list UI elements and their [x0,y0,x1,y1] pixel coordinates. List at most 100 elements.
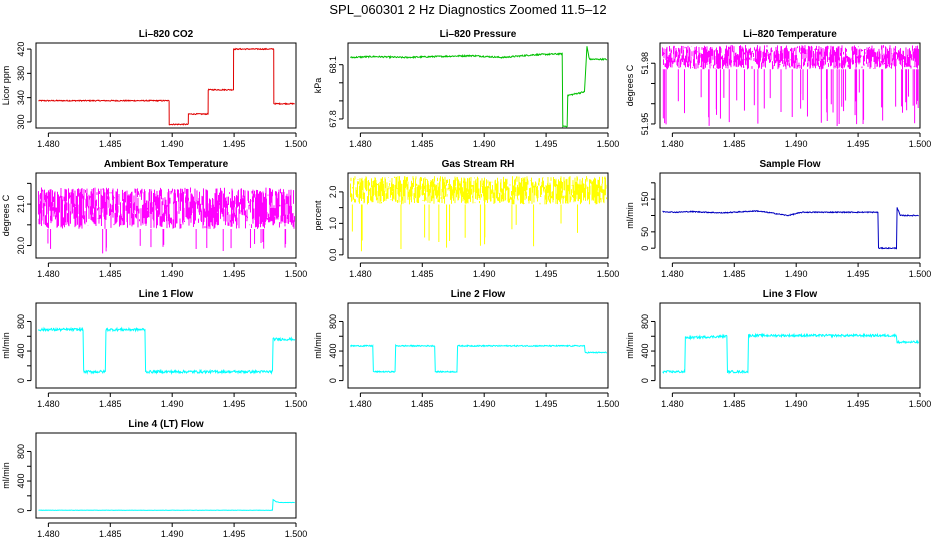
y-tick-label: 50 [640,227,650,237]
y-tick-label: 2.0 [328,186,338,199]
x-tick-label: 1.495 [223,399,246,409]
plot-frame [659,172,921,259]
y-axis-label: ml/min [625,332,635,359]
chart-title: Li–820 Temperature [743,29,837,40]
y-tick-label: 400 [640,344,650,359]
y-axis-label: ml/min [1,462,11,489]
chart-3: Li–820 Temperature degrees C 1.480 1.485 1.4… [625,29,931,149]
chart-title: Ambient Box Temperature [104,159,229,170]
x-tick-label: 1.500 [285,399,308,409]
series-line [38,326,296,376]
page-title: SPL_060301 2 Hz Diagnostics Zoomed 11.5–… [329,2,607,17]
y-tick-label: 400 [16,474,26,489]
y-tick-label: 340 [16,90,26,105]
chart-title: Li–820 CO2 [139,29,194,40]
plot-frame [35,302,297,389]
series-band [349,176,607,252]
y-tick-label: 300 [16,114,26,129]
x-tick-label: 1.485 [723,399,746,409]
chart-1: Li–820 CO2 Licor ppm 1.480 1.485 1.490 1.495 1… [1,29,307,149]
x-tick-label: 1.490 [161,139,184,149]
x-tick-label: 1.490 [473,139,496,149]
y-tick-label: 420 [16,42,26,57]
x-tick-label: 1.500 [909,399,932,409]
x-tick-label: 1.500 [597,139,620,149]
y-tick-label: 0 [640,246,650,251]
chart-6: Sample Flow ml/min 1.480 1.485 1.490 1.495 1.5… [625,159,931,279]
y-tick-label: 400 [16,344,26,359]
chart-title: Line 3 Flow [763,289,818,300]
plot-frame [35,432,297,519]
x-tick-label: 1.485 [99,139,122,149]
chart-title: Line 1 Flow [139,289,194,300]
series-line [350,343,608,374]
x-tick-label: 1.490 [785,269,808,279]
series-line [350,46,608,129]
x-tick-label: 1.490 [161,529,184,539]
plot-frame [347,172,609,259]
series-line [38,498,295,511]
x-tick-label: 1.490 [161,269,184,279]
chart-2: Li–820 Pressure kPa 1.480 1.485 1.490 1.495 1.… [313,29,619,149]
x-tick-label: 1.485 [723,139,746,149]
y-tick-label: 800 [16,314,26,329]
y-axis-label: ml/min [1,332,11,359]
x-tick-label: 1.490 [473,269,496,279]
y-tick-label: 0 [640,378,650,383]
x-tick-label: 1.495 [847,269,870,279]
x-tick-label: 1.495 [847,399,870,409]
chart-7: Line 1 Flow ml/min 1.480 1.485 1.490 1.495 1.5… [1,289,307,409]
x-tick-label: 1.500 [909,269,932,279]
chart-title: Line 2 Flow [451,289,506,300]
chart-title: Line 4 (LT) Flow [128,419,204,430]
plot-frame [659,42,921,129]
plot-frame [347,42,609,129]
x-tick-label: 1.490 [785,139,808,149]
y-tick-label: 800 [328,314,338,329]
series-line [662,207,919,250]
y-axis-label: Licor ppm [1,66,11,106]
chart-title: Gas Stream RH [442,159,515,170]
series-line [662,332,920,375]
x-tick-label: 1.500 [909,139,932,149]
x-tick-label: 1.490 [161,399,184,409]
x-tick-label: 1.495 [535,139,558,149]
x-tick-label: 1.480 [37,139,60,149]
plot-frame [347,302,609,389]
y-tick-label: 380 [16,66,26,81]
x-tick-label: 1.480 [37,269,60,279]
x-tick-label: 1.485 [723,269,746,279]
x-tick-label: 1.495 [535,269,558,279]
plot-frame [659,302,921,389]
y-tick-label: 1.0 [328,217,338,230]
x-tick-label: 1.500 [285,139,308,149]
x-tick-label: 1.495 [223,269,246,279]
x-tick-label: 1.480 [661,399,684,409]
plot-frame [35,42,297,129]
chart-4: Ambient Box Temperature degrees C 1.480 1.4… [1,159,307,279]
y-tick-label: 51.98 [640,52,650,75]
x-tick-label: 1.480 [349,399,372,409]
x-tick-label: 1.485 [99,529,122,539]
y-tick-label: 21.0 [16,195,26,213]
chart-9: Line 3 Flow ml/min 1.480 1.485 1.490 1.495 1.5… [625,289,931,409]
y-tick-label: 0 [16,378,26,383]
chart-5: Gas Stream RH percent 1.480 1.485 1.490 1.495… [313,159,619,279]
y-tick-label: 400 [328,344,338,359]
x-tick-label: 1.480 [37,529,60,539]
x-tick-label: 1.500 [597,269,620,279]
y-tick-label: 67.8 [328,110,338,128]
plot-frame [35,172,297,259]
x-tick-label: 1.485 [99,269,122,279]
x-tick-label: 1.480 [661,139,684,149]
x-tick-label: 1.495 [847,139,870,149]
x-tick-label: 1.490 [473,399,496,409]
y-tick-label: 68.1 [328,56,338,74]
y-axis-label: degrees C [1,194,11,236]
series-line [38,47,295,126]
y-axis-label: kPa [313,78,323,94]
series-band [661,45,919,126]
y-tick-label: 800 [640,314,650,329]
x-tick-label: 1.495 [535,399,558,409]
